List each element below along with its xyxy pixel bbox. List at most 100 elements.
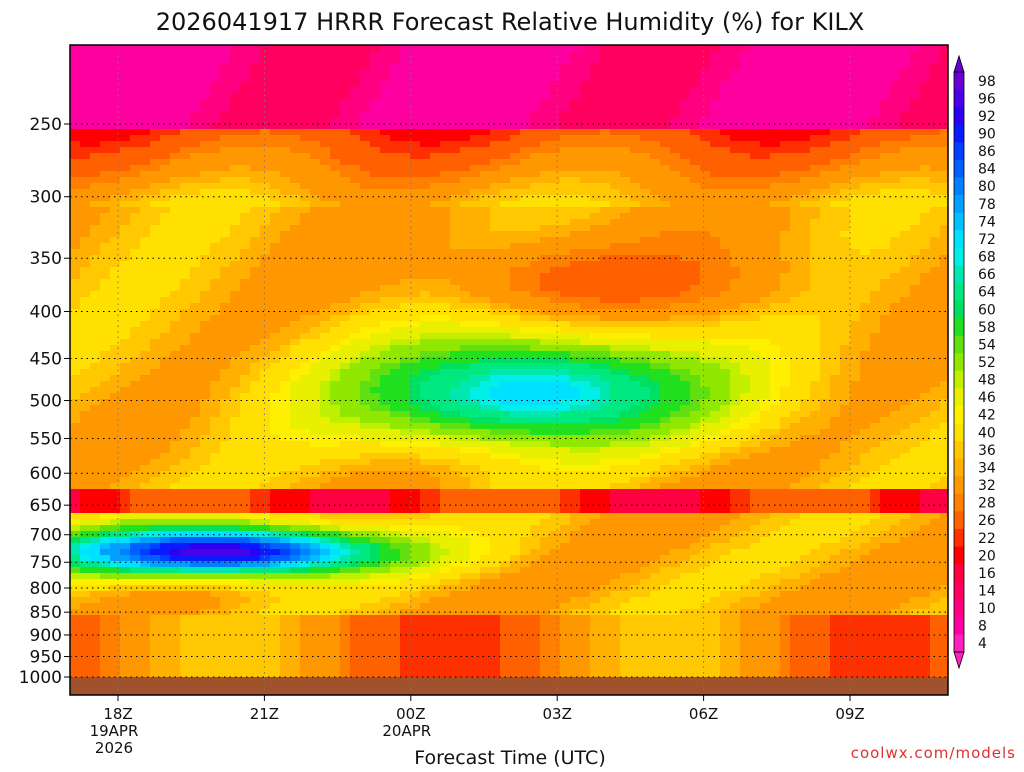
field-cell bbox=[320, 171, 331, 178]
field-cell bbox=[870, 153, 881, 160]
field-cell bbox=[480, 351, 491, 358]
field-cell bbox=[920, 105, 931, 112]
field-cell bbox=[320, 237, 331, 244]
field-cell bbox=[250, 129, 261, 136]
field-cell bbox=[400, 303, 411, 310]
field-cell bbox=[380, 165, 391, 172]
field-cell bbox=[640, 375, 651, 382]
field-cell bbox=[810, 105, 821, 112]
field-cell bbox=[380, 243, 391, 250]
field-cell bbox=[270, 237, 281, 244]
field-cell bbox=[430, 213, 441, 220]
field-cell bbox=[520, 261, 531, 268]
field-cell bbox=[300, 207, 311, 214]
field-cell bbox=[870, 183, 881, 190]
field-cell bbox=[840, 99, 851, 106]
field-cell bbox=[340, 249, 351, 256]
field-cell bbox=[810, 63, 821, 70]
field-cell bbox=[170, 201, 181, 208]
field-cell bbox=[390, 159, 401, 166]
field-cell bbox=[730, 357, 741, 364]
field-cell bbox=[580, 45, 591, 52]
field-cell bbox=[130, 303, 141, 310]
field-cell bbox=[360, 249, 371, 256]
field-cell bbox=[210, 147, 221, 154]
field-cell bbox=[660, 129, 671, 136]
field-cell bbox=[660, 225, 671, 232]
field-cell bbox=[560, 225, 571, 232]
field-cell bbox=[220, 231, 231, 238]
field-cell bbox=[620, 303, 631, 310]
field-cell bbox=[510, 381, 521, 388]
field-cell bbox=[570, 315, 581, 322]
field-cell bbox=[630, 231, 641, 238]
field-cell bbox=[790, 279, 801, 286]
field-cell bbox=[660, 99, 671, 106]
field-cell bbox=[560, 105, 571, 112]
field-cell bbox=[440, 81, 451, 88]
field-cell bbox=[790, 93, 801, 100]
field-cell bbox=[160, 369, 171, 376]
field-cell bbox=[340, 159, 351, 166]
field-cell bbox=[810, 195, 821, 202]
field-cell bbox=[360, 231, 371, 238]
field-cell bbox=[180, 81, 191, 88]
field-cell bbox=[320, 231, 331, 238]
field-cell bbox=[810, 129, 821, 136]
field-cell bbox=[360, 357, 371, 364]
field-cell bbox=[740, 309, 751, 316]
field-cell bbox=[740, 231, 751, 238]
field-cell bbox=[930, 141, 941, 148]
field-cell bbox=[470, 237, 481, 244]
field-cell bbox=[210, 261, 221, 268]
field-cell bbox=[520, 243, 531, 250]
field-cell bbox=[260, 279, 271, 286]
field-cell bbox=[910, 273, 921, 280]
field-cell bbox=[290, 165, 301, 172]
field-cell bbox=[880, 297, 891, 304]
field-cell bbox=[290, 99, 301, 106]
field-cell bbox=[390, 63, 401, 70]
field-cell bbox=[550, 321, 561, 328]
field-cell bbox=[460, 357, 471, 364]
field-cell bbox=[320, 273, 331, 280]
field-cell bbox=[850, 261, 861, 268]
field-cell bbox=[180, 219, 191, 226]
field-cell bbox=[430, 309, 441, 316]
field-cell bbox=[570, 51, 581, 58]
field-cell bbox=[770, 147, 781, 154]
field-cell bbox=[170, 129, 181, 136]
field-cell bbox=[650, 105, 661, 112]
field-cell bbox=[830, 243, 841, 250]
field-cell bbox=[710, 201, 721, 208]
field-cell bbox=[440, 189, 451, 196]
field-cell bbox=[540, 159, 551, 166]
field-cell bbox=[940, 315, 948, 322]
field-cell bbox=[280, 273, 291, 280]
field-cell bbox=[640, 201, 651, 208]
field-cell bbox=[640, 195, 651, 202]
field-cell bbox=[150, 147, 161, 154]
field-cell bbox=[790, 117, 801, 124]
field-cell bbox=[310, 315, 321, 322]
field-cell bbox=[210, 285, 221, 292]
field-cell bbox=[110, 129, 121, 136]
field-cell bbox=[80, 303, 91, 310]
field-cell bbox=[670, 351, 681, 358]
field-cell bbox=[130, 177, 141, 184]
field-cell bbox=[670, 231, 681, 238]
field-cell bbox=[880, 249, 891, 256]
field-cell bbox=[220, 309, 231, 316]
field-cell bbox=[160, 333, 171, 340]
field-cell bbox=[630, 69, 641, 76]
field-cell bbox=[470, 255, 481, 262]
field-cell bbox=[550, 195, 561, 202]
field-cell bbox=[700, 267, 711, 274]
field-cell bbox=[480, 243, 491, 250]
field-cell bbox=[230, 321, 241, 328]
field-cell bbox=[530, 279, 541, 286]
field-cell bbox=[560, 165, 571, 172]
field-cell bbox=[740, 165, 751, 172]
field-cell bbox=[170, 63, 181, 70]
field-cell bbox=[280, 363, 291, 370]
